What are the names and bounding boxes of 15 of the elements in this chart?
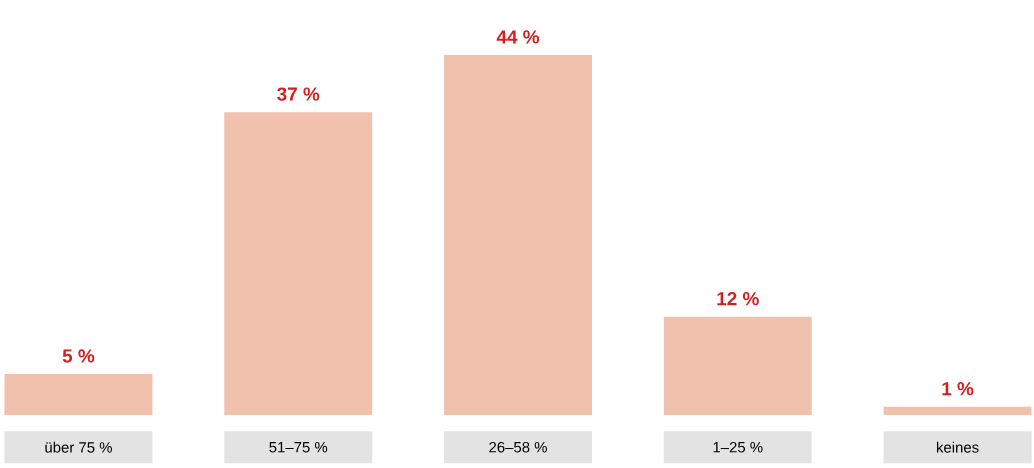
x-tick-label: 1–25 %	[713, 441, 763, 453]
bar	[4, 374, 153, 415]
data-label: 1 %	[942, 381, 974, 396]
x-tick-label: über 75 %	[45, 441, 112, 453]
bar	[663, 316, 812, 415]
data-label: 12 %	[717, 291, 759, 306]
bar	[444, 55, 592, 415]
x-tick-label: keines	[936, 441, 979, 453]
x-tick-label: 26–58 %	[489, 441, 547, 453]
x-tick-label: 51–75 %	[269, 441, 328, 453]
data-label: 44 %	[496, 30, 540, 44]
bar	[224, 112, 373, 415]
data-label: 5 %	[62, 349, 95, 363]
bar	[883, 406, 1032, 415]
data-label: 37 %	[277, 87, 320, 101]
